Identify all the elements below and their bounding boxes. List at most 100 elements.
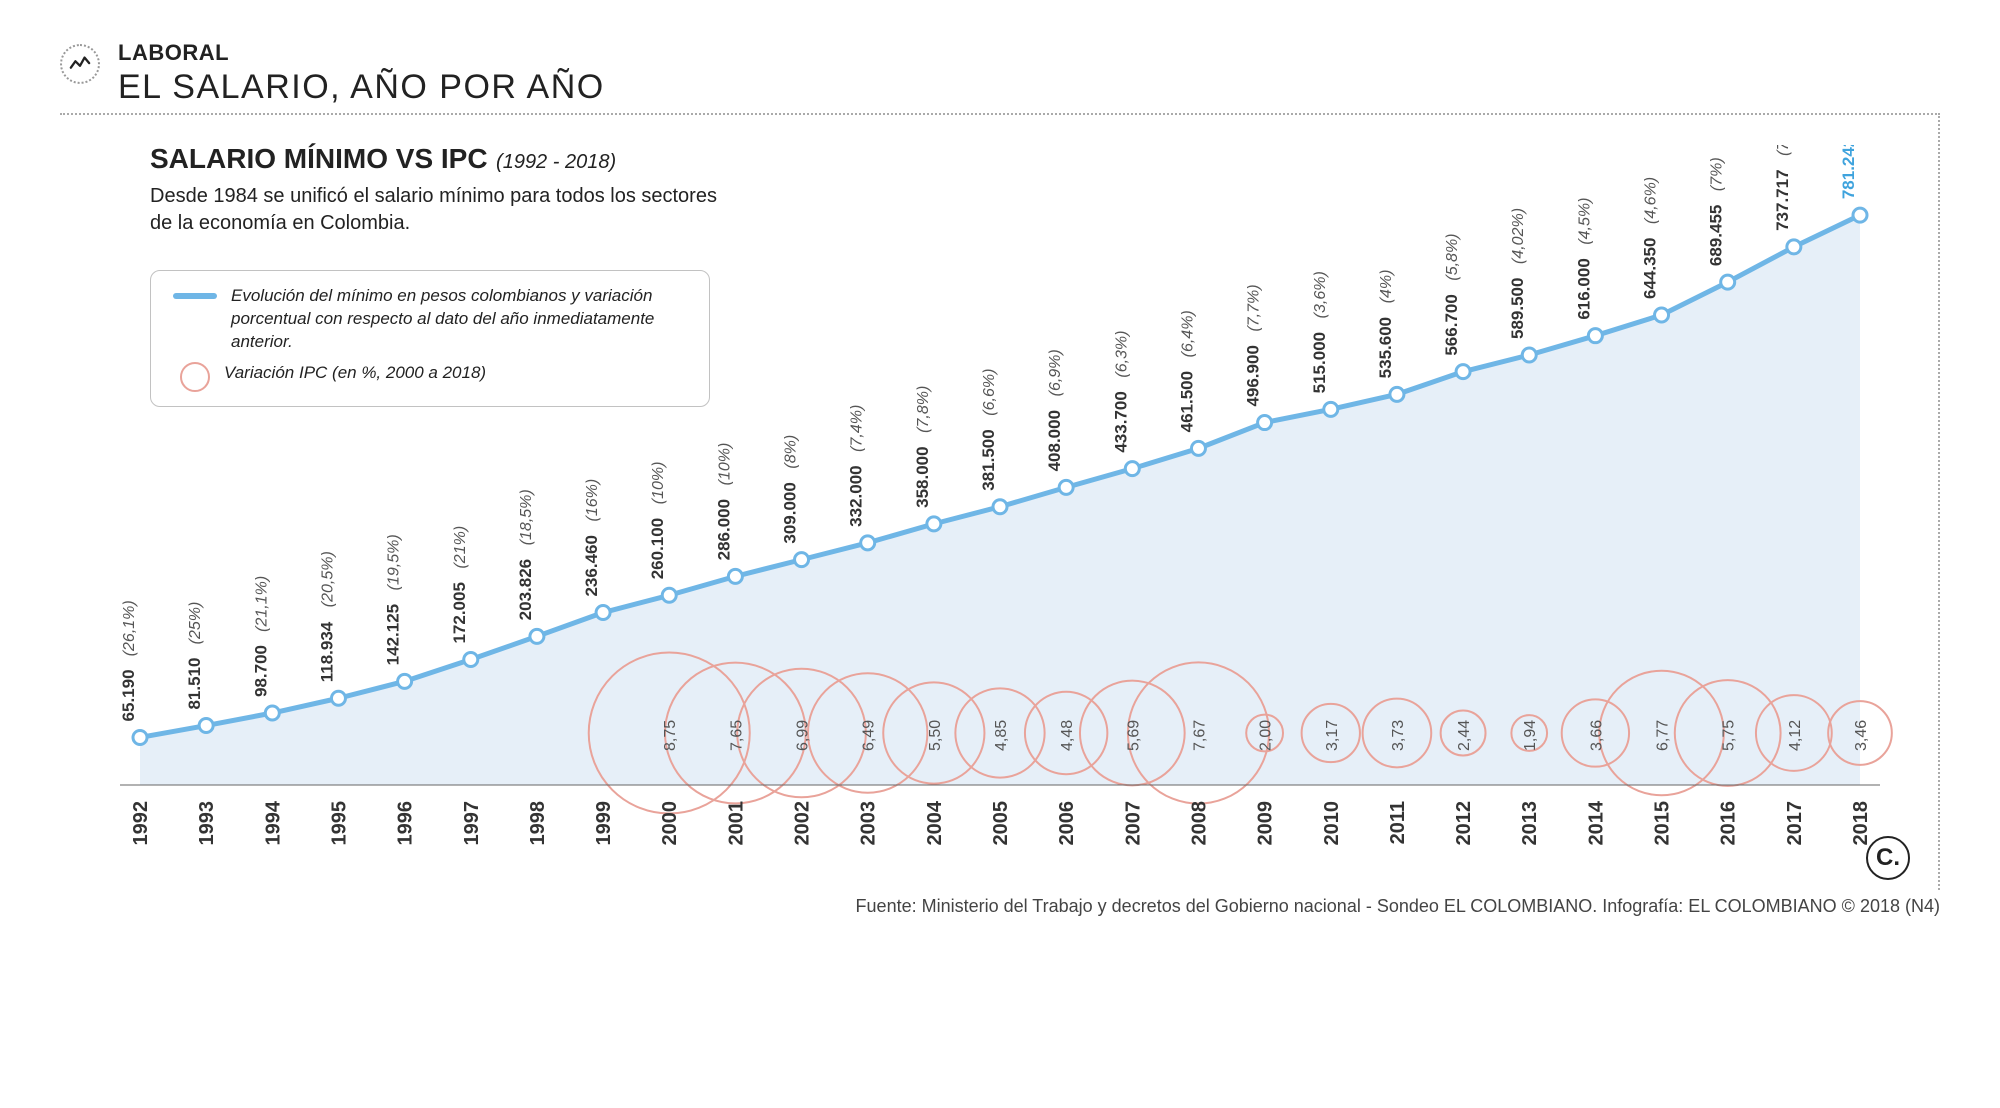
percent-label: (4%) bbox=[1378, 270, 1395, 304]
ipc-label-group: 7,65 bbox=[728, 720, 745, 751]
salary-label: 781.242 bbox=[1839, 145, 1858, 199]
value-label-group: 286.000(10%) bbox=[714, 443, 733, 561]
data-point bbox=[530, 629, 544, 643]
percent-label: (6,6%) bbox=[981, 369, 998, 416]
ipc-label: 4,48 bbox=[1059, 720, 1076, 751]
publisher-logo: C. bbox=[1866, 836, 1910, 880]
value-label-group: 309.000(8%) bbox=[781, 435, 800, 544]
percent-label: (5,8%) bbox=[1444, 233, 1461, 280]
ipc-label: 3,46 bbox=[1853, 720, 1870, 751]
value-label-group: 689.455(7%) bbox=[1707, 157, 1726, 266]
legend-circle-text: Variación IPC (en %, 2000 a 2018) bbox=[224, 362, 486, 385]
value-label-group: 781.242(5,9%) bbox=[1839, 145, 1858, 199]
percent-label: (19,5%) bbox=[386, 534, 403, 590]
salary-label: 535.600 bbox=[1376, 317, 1395, 378]
data-point bbox=[1059, 480, 1073, 494]
legend-item-line: Evolución del mínimo en pesos colombiano… bbox=[173, 285, 687, 354]
value-label-group: 203.826(18,5%) bbox=[516, 489, 535, 620]
salary-label: 616.000 bbox=[1574, 258, 1593, 319]
ipc-label-group: 3,66 bbox=[1588, 720, 1605, 751]
value-label-group: 515.000(3,6%) bbox=[1310, 271, 1329, 393]
ipc-label-group: 5,75 bbox=[1721, 720, 1738, 751]
salary-label: 408.000 bbox=[1045, 410, 1064, 471]
data-point bbox=[1522, 348, 1536, 362]
ipc-label-group: 2,00 bbox=[1258, 720, 1275, 751]
ipc-label: 7,67 bbox=[1191, 720, 1208, 751]
data-point bbox=[1588, 329, 1602, 343]
percent-label: (4,02%) bbox=[1510, 208, 1527, 264]
data-point bbox=[331, 691, 345, 705]
logo-row: C. bbox=[80, 836, 1910, 880]
percent-label: (7%) bbox=[1709, 157, 1726, 191]
data-point bbox=[993, 500, 1007, 514]
percent-label: (25%) bbox=[187, 602, 204, 645]
value-label-group: 332.000(7,4%) bbox=[847, 405, 866, 527]
source-footer: Fuente: Ministerio del Trabajo y decreto… bbox=[60, 896, 1940, 917]
category-label: LABORAL bbox=[118, 40, 605, 66]
data-point bbox=[662, 588, 676, 602]
data-point bbox=[1390, 387, 1404, 401]
salary-label: 381.500 bbox=[979, 429, 998, 490]
value-label-group: 566.700 (5,8%) bbox=[1442, 233, 1461, 355]
chart-title: SALARIO MÍNIMO VS IPC bbox=[150, 143, 488, 174]
legend: Evolución del mínimo en pesos colombiano… bbox=[150, 270, 710, 407]
salary-label: 358.000 bbox=[913, 446, 932, 507]
chart-range: (1992 - 2018) bbox=[496, 151, 616, 173]
ipc-label: 3,66 bbox=[1588, 720, 1605, 751]
value-label-group: 172.005(21%) bbox=[450, 526, 469, 644]
data-point bbox=[1787, 240, 1801, 254]
percent-label: (4,5%) bbox=[1576, 198, 1593, 245]
ipc-label-group: 8,75 bbox=[662, 720, 679, 751]
salary-label: 236.460 bbox=[582, 535, 601, 596]
value-label-group: 65.190(26,1%) bbox=[119, 600, 138, 721]
percent-label: (20,5%) bbox=[319, 551, 336, 607]
page-title: EL SALARIO, AÑO POR AÑO bbox=[118, 68, 605, 107]
salary-label: 81.510 bbox=[185, 658, 204, 710]
data-point bbox=[795, 553, 809, 567]
value-label-group: 616.000 (4,5%) bbox=[1574, 198, 1593, 320]
percent-label: (4,6%) bbox=[1643, 177, 1660, 224]
salary-label: 142.125 bbox=[384, 604, 403, 665]
data-point bbox=[265, 706, 279, 720]
data-point bbox=[199, 719, 213, 733]
value-label-group: 118.934(20,5%) bbox=[317, 551, 336, 682]
ipc-label-group: 6,77 bbox=[1655, 720, 1672, 751]
percent-label: (6,3%) bbox=[1113, 331, 1130, 378]
value-label-group: 496.900(7,7%) bbox=[1244, 284, 1263, 406]
salary-label: 98.700 bbox=[251, 645, 270, 697]
ipc-label-group: 3,17 bbox=[1324, 720, 1341, 751]
percent-label: (7%) bbox=[1775, 145, 1792, 156]
legend-line-swatch bbox=[173, 293, 217, 299]
salary-label: 644.350 bbox=[1641, 238, 1660, 299]
ipc-label: 6,99 bbox=[795, 720, 812, 751]
percent-label: (7,4%) bbox=[849, 405, 866, 452]
percent-label: (10%) bbox=[650, 462, 667, 505]
ipc-label-group: 2,44 bbox=[1456, 720, 1473, 751]
ipc-label: 5,50 bbox=[927, 720, 944, 751]
chart-title-block: SALARIO MÍNIMO VS IPC (1992 - 2018) Desd… bbox=[150, 143, 730, 237]
data-point bbox=[1324, 402, 1338, 416]
data-point bbox=[596, 606, 610, 620]
data-point bbox=[1853, 208, 1867, 222]
ipc-label: 6,49 bbox=[861, 720, 878, 751]
ipc-label: 2,44 bbox=[1456, 720, 1473, 751]
legend-line-text: Evolución del mínimo en pesos colombiano… bbox=[231, 285, 687, 354]
ipc-label-group: 3,73 bbox=[1390, 720, 1407, 751]
value-label-group: 408.000(6,9%) bbox=[1045, 349, 1064, 471]
value-label-group: 737.717(7%) bbox=[1773, 145, 1792, 231]
ipc-label: 4,85 bbox=[993, 720, 1010, 751]
salary-label: 461.500 bbox=[1177, 371, 1196, 432]
ipc-label-group: 5,50 bbox=[927, 720, 944, 751]
value-label-group: 433.700(6,3%) bbox=[1111, 331, 1130, 453]
ipc-label: 5,75 bbox=[1721, 720, 1738, 751]
salary-label: 515.000 bbox=[1310, 332, 1329, 393]
salary-label: 260.100 bbox=[648, 518, 667, 579]
salary-label: 566.700 bbox=[1442, 294, 1461, 355]
data-point bbox=[133, 730, 147, 744]
data-point bbox=[1125, 462, 1139, 476]
ipc-label-group: 5,69 bbox=[1125, 720, 1142, 751]
ipc-label-group: 7,67 bbox=[1191, 720, 1208, 751]
value-label-group: 98.700(21,1%) bbox=[251, 576, 270, 697]
data-point bbox=[464, 653, 478, 667]
ipc-label: 8,75 bbox=[662, 720, 679, 751]
